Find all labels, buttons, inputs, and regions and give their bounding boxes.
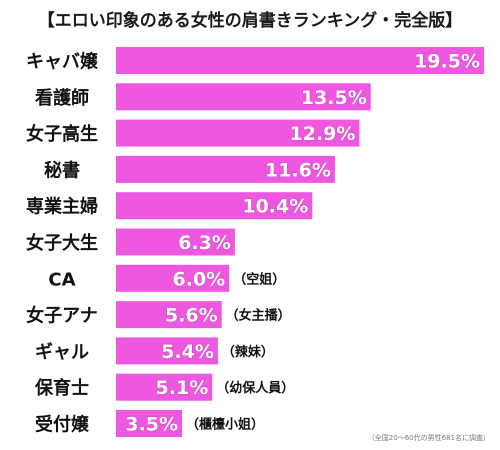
category-label: 受付嬢 (35, 414, 90, 436)
bar-note: （辣妹） (222, 344, 274, 360)
bar-value-label: 11.6% (265, 159, 331, 181)
bar (116, 119, 360, 147)
chart-footnote: （全国20〜60代の男性681名に調査） (367, 434, 490, 442)
bar-value-label: 6.0% (173, 268, 226, 290)
bar-value-label: 19.5% (414, 51, 480, 73)
bar (116, 410, 183, 437)
bar-value-label: 5.1% (156, 377, 209, 399)
bar (116, 47, 484, 74)
bar (116, 192, 313, 220)
category-label: 専業主婦 (26, 196, 98, 218)
bar-value-label: 13.5% (301, 87, 367, 109)
bar-note: （女主播） (226, 308, 291, 324)
bar-note: （幼保人員） (216, 380, 294, 396)
bar-note: （櫃檯小姐） (186, 417, 264, 433)
bar-value-label: 5.4% (161, 341, 214, 363)
category-label: 保育士 (34, 377, 89, 399)
bar-note: （空姐） (233, 271, 285, 287)
category-label: ギャル (35, 342, 89, 363)
bar (116, 301, 222, 329)
category-label: 女子大生 (26, 232, 98, 254)
bar-value-label: 10.4% (242, 196, 308, 218)
chart-title: 【エロい印象のある女性の肩書きランキング・完全版】 (37, 11, 463, 31)
bar (116, 373, 213, 401)
category-label: CA (48, 269, 75, 290)
category-label: 女子高生 (26, 123, 98, 145)
bar-value-label: 5.6% (165, 305, 218, 327)
bar (116, 155, 335, 183)
bar-value-label: 6.3% (178, 232, 231, 254)
category-label: キャバ嬢 (26, 51, 99, 73)
bar (116, 264, 230, 292)
category-label: 女子アナ (26, 305, 98, 327)
bar-value-label: 3.5% (125, 414, 178, 436)
bar (116, 337, 218, 365)
bar-value-label: 12.9% (290, 123, 356, 145)
category-label: 秘書 (44, 159, 80, 181)
category-label: 看護師 (34, 87, 89, 109)
bar (116, 83, 371, 111)
bar (116, 228, 235, 256)
